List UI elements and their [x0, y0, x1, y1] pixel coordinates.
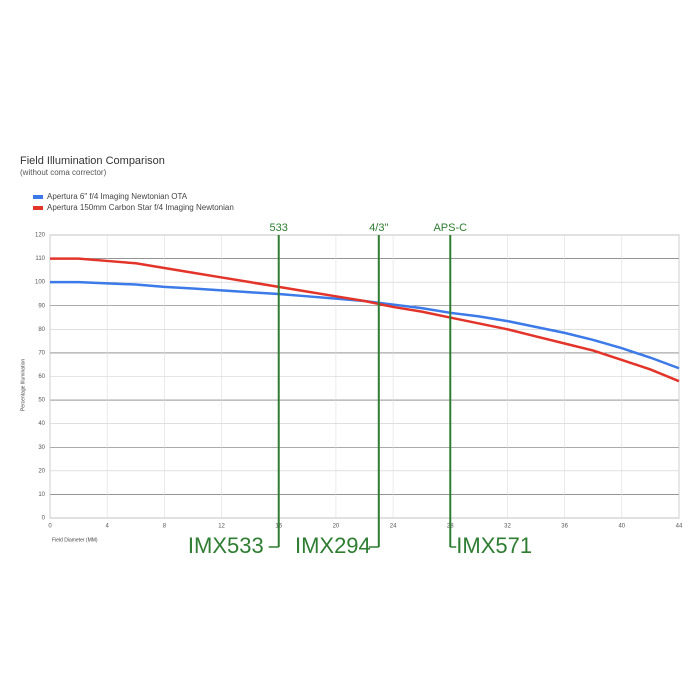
x-tick-label: 4	[106, 524, 110, 530]
x-tick-label: 40	[618, 524, 625, 530]
chart-title: Field Illumination Comparison	[20, 155, 165, 167]
chart-subtitle: (without coma corrector)	[20, 168, 107, 177]
x-tick-label: 12	[218, 524, 225, 530]
legend-label: Apertura 150mm Carbon Star f/4 Imaging N…	[47, 203, 234, 212]
x-axis-label: Field Diameter (MM)	[52, 537, 98, 543]
y-tick-label: 30	[38, 445, 45, 451]
x-tick-label: 36	[561, 524, 568, 530]
legend-swatch	[33, 195, 43, 199]
x-tick-label: 44	[676, 524, 683, 530]
y-axis-label: Percentage Illumination	[20, 359, 26, 411]
sensor-label: IMX533	[188, 533, 264, 558]
sensor-label: IMX294	[295, 533, 371, 558]
marker-label: APS-C	[433, 222, 467, 234]
y-tick-label: 60	[38, 374, 45, 380]
y-tick-label: 0	[42, 516, 46, 522]
series-line	[50, 257, 680, 383]
y-tick-label: 120	[35, 233, 46, 239]
y-tick-label: 70	[38, 350, 45, 356]
x-tick-label: 0	[48, 524, 52, 530]
y-tick-label: 110	[35, 256, 45, 262]
marker-label: 533	[270, 222, 288, 234]
y-tick-label: 80	[38, 327, 45, 333]
y-tick-label: 40	[38, 421, 45, 427]
x-tick-label: 32	[504, 524, 511, 530]
y-tick-label: 90	[38, 303, 45, 309]
y-tick-label: 50	[38, 398, 45, 404]
y-tick-label: 10	[38, 492, 45, 498]
sensor-label: IMX571	[456, 533, 532, 558]
marker-label: 4/3"	[369, 222, 388, 234]
x-tick-label: 20	[333, 524, 340, 530]
x-tick-label: 24	[390, 524, 397, 530]
y-tick-label: 100	[35, 280, 46, 286]
legend-label: Apertura 6" f/4 Imaging Newtonian OTA	[47, 192, 188, 201]
legend-swatch	[33, 206, 43, 210]
y-tick-label: 20	[38, 468, 45, 474]
x-tick-label: 8	[163, 524, 167, 530]
